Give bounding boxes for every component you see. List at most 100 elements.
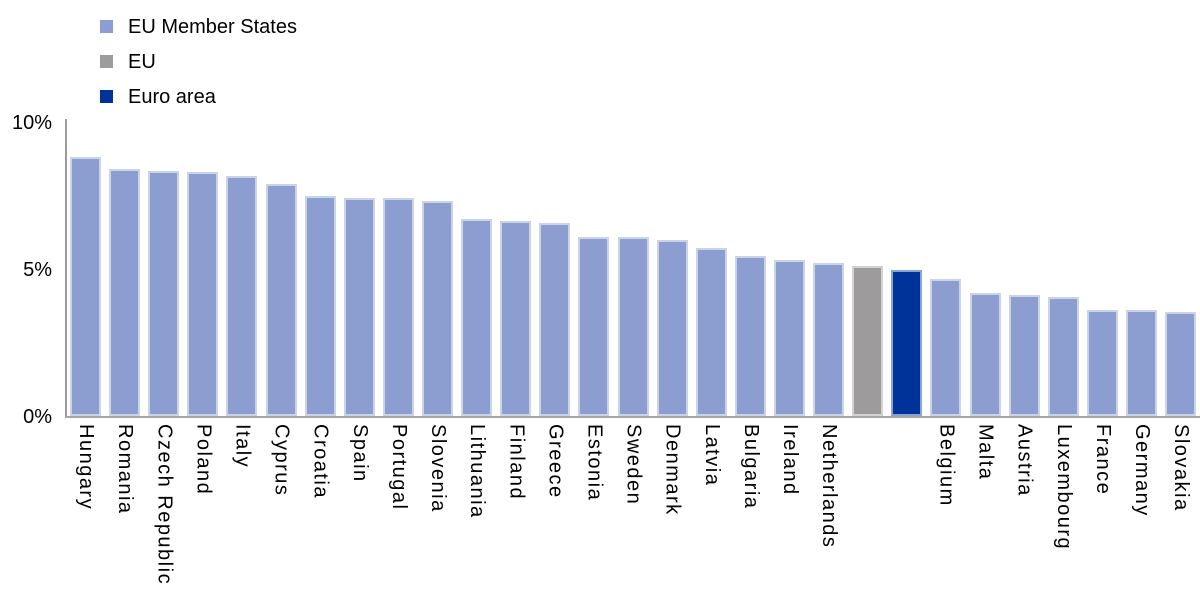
y-tick-label-0: 0% (0, 405, 52, 429)
bar-czech-republic (148, 171, 179, 416)
x-label-austria: Austria (1014, 424, 1035, 497)
x-label-slot-croatia: Croatia (301, 424, 340, 600)
bar-chart: EU Member States EU Euro area 10% 5% 0% Hung… (0, 0, 1200, 600)
x-label-belgium: Belgium (935, 424, 956, 507)
legend-item-euro-area: Euro area (100, 79, 297, 114)
legend-label: EU (128, 52, 156, 72)
bar-denmark (657, 240, 688, 416)
bar-germany (1126, 310, 1157, 416)
bar-slot-belgium (926, 122, 965, 416)
x-label-slot-poland: Poland (183, 424, 222, 600)
legend-label: Euro area (128, 87, 216, 107)
bar-latvia (696, 248, 727, 416)
x-label-bulgaria: Bulgaria (740, 424, 761, 509)
legend-swatch-eu-member-states (100, 20, 113, 33)
x-axis-line (65, 416, 1200, 418)
x-label-slot-luxembourg: Luxembourg (1044, 424, 1083, 600)
x-label-poland: Poland (192, 424, 213, 495)
bar-ireland (774, 260, 805, 416)
legend-swatch-euro-area (100, 90, 113, 103)
x-label-slot-germany: Germany (1122, 424, 1161, 600)
x-label-slot-austria: Austria (1005, 424, 1044, 600)
bar-netherlands (813, 263, 844, 416)
bar-lithuania (461, 219, 492, 416)
legend-label: EU Member States (128, 17, 297, 37)
bar-slot-eu (848, 122, 887, 416)
bar-croatia (305, 196, 336, 417)
bar-slot-austria (1005, 122, 1044, 416)
bar-finland (500, 221, 531, 417)
x-label-slot-slovenia: Slovenia (418, 424, 457, 600)
bar-slot-finland (496, 122, 535, 416)
x-label-slot-cyprus: Cyprus (262, 424, 301, 600)
bar-slot-poland (183, 122, 222, 416)
bar-hungary (70, 157, 101, 416)
x-label-czech-republic: Czech Republic (153, 424, 174, 585)
bar-estonia (578, 237, 609, 416)
bar-slot-sweden (614, 122, 653, 416)
x-label-slot-bulgaria: Bulgaria (731, 424, 770, 600)
x-label-slot-latvia: Latvia (692, 424, 731, 600)
x-label-slot-sweden: Sweden (614, 424, 653, 600)
bar-slot-malta (966, 122, 1005, 416)
x-label-slot-portugal: Portugal (379, 424, 418, 600)
plot-area (66, 122, 1200, 416)
x-label-slot-malta: Malta (966, 424, 1005, 600)
bar-italy (226, 176, 257, 416)
x-label-malta: Malta (975, 424, 996, 480)
bar-austria (1009, 295, 1040, 416)
bar-slot-estonia (574, 122, 613, 416)
bar-eu (852, 266, 883, 416)
x-label-slot-denmark: Denmark (653, 424, 692, 600)
bar-greece (539, 223, 570, 416)
bar-slot-czech-republic (144, 122, 183, 416)
bar-slovenia (422, 201, 453, 416)
legend-item-eu-member-states: EU Member States (100, 9, 297, 44)
x-label-slot-estonia: Estonia (574, 424, 613, 600)
bar-slot-portugal (379, 122, 418, 416)
bar-slot-greece (535, 122, 574, 416)
bar-slot-denmark (653, 122, 692, 416)
legend: EU Member States EU Euro area (100, 9, 297, 114)
bar-slot-luxembourg (1044, 122, 1083, 416)
bar-portugal (383, 198, 414, 416)
bar-slot-italy (222, 122, 261, 416)
x-label-slot-ireland: Ireland (770, 424, 809, 600)
x-label-slot-france: France (1083, 424, 1122, 600)
bar-poland (187, 172, 218, 416)
bar-slot-lithuania (457, 122, 496, 416)
x-label-slot-italy: Italy (222, 424, 261, 600)
x-label-portugal: Portugal (388, 424, 409, 511)
x-label-italy: Italy (231, 424, 252, 468)
y-tick-label-5: 5% (0, 258, 52, 282)
x-label-hungary: Hungary (75, 424, 96, 510)
bar-slot-hungary (66, 122, 105, 416)
x-label-slot-eu (848, 424, 887, 600)
x-label-croatia: Croatia (310, 424, 331, 499)
x-label-estonia: Estonia (583, 424, 604, 501)
x-label-slot-belgium: Belgium (926, 424, 965, 600)
bar-romania (109, 169, 140, 416)
x-label-slot-spain: Spain (340, 424, 379, 600)
x-label-slot-netherlands: Netherlands (809, 424, 848, 600)
x-label-finland: Finland (505, 424, 526, 500)
bar-slot-germany (1122, 122, 1161, 416)
bar-slot-slovakia (1161, 122, 1200, 416)
x-label-luxembourg: Luxembourg (1053, 424, 1074, 550)
legend-swatch-eu (100, 55, 113, 68)
bar-slot-croatia (301, 122, 340, 416)
bar-slot-spain (340, 122, 379, 416)
x-label-slot-euro-area (887, 424, 926, 600)
bar-slot-romania (105, 122, 144, 416)
y-tick-label-10: 10% (0, 111, 52, 135)
x-label-slovakia: Slovakia (1170, 424, 1191, 512)
bar-france (1087, 310, 1118, 416)
bar-slot-latvia (692, 122, 731, 416)
x-label-germany: Germany (1131, 424, 1152, 517)
legend-item-eu: EU (100, 44, 297, 79)
x-label-slot-hungary: Hungary (66, 424, 105, 600)
bar-cyprus (266, 184, 297, 416)
x-label-slot-lithuania: Lithuania (457, 424, 496, 600)
bar-slot-france (1083, 122, 1122, 416)
x-label-sweden: Sweden (623, 424, 644, 505)
